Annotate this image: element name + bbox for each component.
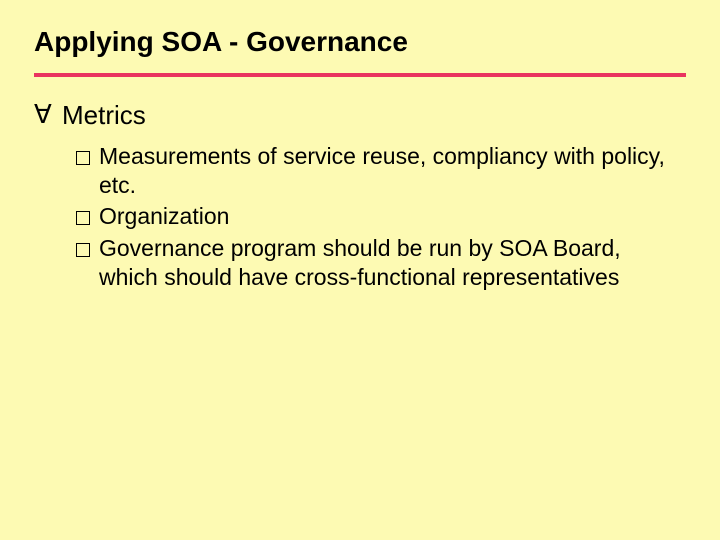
bullet-level2-item: Measurements of service reuse, complianc… (76, 142, 666, 201)
slide-title: Applying SOA - Governance (34, 24, 686, 59)
square-bullet-icon (76, 211, 90, 225)
bullet-level2-item: Governance program should be run by SOA … (76, 234, 666, 293)
square-bullet-icon (76, 243, 90, 257)
bullet-level2-list: Measurements of service reuse, complianc… (34, 142, 686, 293)
bullet-level2-text: Organization (99, 203, 229, 229)
bullet-level2-item: Organization (76, 202, 666, 231)
bullet-level1: ∀ Metrics (34, 99, 686, 132)
slide: Applying SOA - Governance ∀ Metrics Meas… (0, 0, 720, 540)
forall-bullet-icon: ∀ (34, 99, 62, 130)
bullet-level1-text: Metrics (62, 99, 146, 132)
title-underline (34, 73, 686, 77)
square-bullet-icon (76, 151, 90, 165)
bullet-level2-text: Governance program should be run by SOA … (99, 235, 621, 290)
bullet-level2-text: Measurements of service reuse, complianc… (99, 143, 665, 198)
